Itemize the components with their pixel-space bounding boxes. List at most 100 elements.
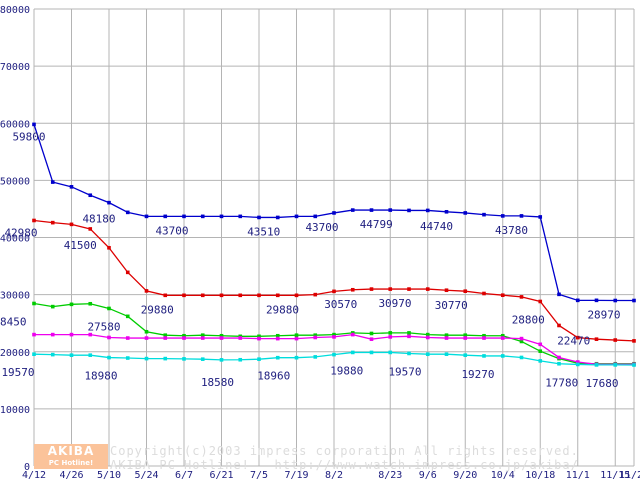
data-point-marker (238, 214, 243, 219)
data-point-marker (425, 335, 430, 340)
data-point-marker (238, 357, 243, 362)
data-point-marker (369, 350, 374, 355)
data-point-marker (313, 333, 318, 337)
data-point-marker (313, 292, 318, 297)
y-axis-tick-label: 20000 (0, 348, 30, 359)
y-axis-tick-label: 0 (24, 462, 30, 473)
data-point-marker (482, 354, 486, 358)
data-point-marker (350, 350, 355, 355)
data-point-marker (69, 185, 74, 189)
akiba-pc-hotline-logo: AKIBA PC Hotline! (34, 444, 108, 470)
y-axis-tick-label: 50000 (0, 176, 30, 187)
data-point-marker (294, 333, 299, 337)
data-point-marker (238, 293, 243, 298)
data-value-label: 29880 (266, 303, 299, 316)
data-point-marker (32, 122, 36, 127)
data-point-marker (125, 356, 130, 360)
data-point-marker (632, 339, 636, 343)
data-value-label: 18980 (84, 370, 117, 383)
data-point-marker (50, 332, 55, 337)
y-axis-tick-label: 70000 (0, 62, 30, 73)
x-axis-tick-label: 4/12 (22, 470, 46, 480)
data-point-marker (519, 355, 524, 360)
data-point-marker (88, 332, 93, 337)
data-point-marker (350, 332, 355, 337)
data-point-marker (32, 301, 36, 306)
data-point-marker (200, 214, 205, 219)
data-point-marker (500, 336, 505, 340)
data-point-marker (369, 331, 374, 336)
data-value-label: 43700 (305, 221, 338, 234)
data-point-marker (219, 293, 224, 298)
copyright-notice: Copyright(c)2003 impress corporation All… (110, 444, 579, 458)
y-axis-tick-label: 30000 (0, 291, 30, 302)
data-point-marker (182, 333, 186, 338)
data-point-marker (88, 353, 93, 357)
data-point-marker (107, 245, 111, 250)
data-point-marker (350, 208, 355, 212)
data-value-label: 18580 (201, 376, 234, 389)
data-point-marker (200, 357, 205, 361)
x-axis-tick-label: 5/24 (134, 470, 158, 480)
x-axis-tick-label: 7/19 (284, 470, 308, 480)
data-point-marker (107, 200, 111, 205)
data-point-marker (182, 357, 186, 361)
data-point-marker (163, 333, 168, 337)
data-point-marker (538, 349, 543, 353)
data-point-marker (275, 336, 280, 341)
data-point-marker (332, 335, 336, 339)
data-point-marker (219, 333, 224, 338)
data-point-marker (350, 287, 355, 292)
data-point-marker (463, 336, 468, 340)
data-point-marker (163, 293, 168, 298)
data-value-label: 43780 (495, 224, 528, 237)
data-point-marker (538, 359, 543, 363)
data-value-label: 44799 (360, 218, 393, 231)
data-value-label: 48180 (82, 213, 115, 226)
data-point-marker (388, 331, 393, 335)
data-value-label: 43700 (155, 224, 188, 237)
data-value-label: 17780 (545, 376, 578, 389)
data-value-label: 42980 (4, 226, 37, 239)
data-point-marker (294, 336, 299, 341)
data-point-marker (332, 352, 336, 357)
data-point-marker (500, 354, 505, 358)
data-point-marker (632, 363, 636, 367)
data-point-marker (463, 211, 468, 215)
data-point-marker (144, 289, 149, 293)
akiba-logo-top: AKIBA (34, 444, 108, 458)
data-point-marker (50, 220, 55, 225)
data-point-marker (69, 302, 74, 307)
data-point-marker (257, 357, 261, 361)
data-point-marker (613, 338, 618, 342)
data-point-marker (332, 289, 336, 294)
data-point-marker (388, 350, 393, 355)
data-point-marker (257, 336, 261, 341)
data-point-marker (50, 180, 55, 184)
data-point-marker (594, 298, 599, 303)
data-point-marker (463, 289, 468, 293)
data-point-marker (463, 353, 468, 357)
data-point-marker (332, 211, 336, 215)
x-axis-tick-label: 8/2 (325, 470, 343, 480)
data-point-marker (69, 353, 74, 357)
data-point-marker (200, 333, 205, 337)
x-axis-tick-label: 7/5 (250, 470, 268, 480)
data-value-label: 17680 (585, 377, 618, 390)
data-point-marker (444, 333, 449, 337)
data-point-marker (69, 332, 74, 337)
data-point-marker (519, 295, 524, 299)
data-point-marker (69, 222, 74, 227)
data-point-marker (594, 337, 599, 341)
data-point-marker (482, 212, 486, 217)
data-point-marker (163, 214, 168, 219)
data-point-marker (557, 355, 561, 360)
data-point-marker (557, 323, 561, 328)
data-point-marker (313, 355, 318, 359)
data-point-marker (444, 336, 449, 340)
x-axis-tick-label: 5/10 (97, 470, 121, 480)
x-axis-tick-label: 11/15 (600, 470, 630, 480)
data-point-marker (219, 214, 224, 219)
data-point-marker (388, 208, 393, 212)
